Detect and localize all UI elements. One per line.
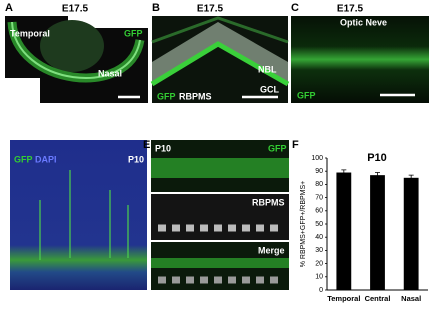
gfp-layer [151,158,289,178]
error-bar [408,174,414,181]
y-tick-label: 40 [315,234,323,241]
panel-title: E17.5 [337,4,364,15]
panel-letter: C [291,2,299,14]
y-axis-label: % RBPMS+GFP+/RBPMS+ [300,181,307,268]
label: Merge [258,245,285,255]
gfp-layer [151,16,289,44]
label: Optic Neve [340,17,387,27]
label: GCL [260,84,280,94]
panel-title: E17.5 [62,4,89,15]
label: Nasal [98,68,122,78]
gfp-layer [151,258,289,268]
label: GFP [14,154,33,164]
bar [403,177,419,290]
label: RBPMS [252,197,285,207]
error-bar [375,172,380,178]
retina-edge [11,21,141,79]
y-tick-label: 60 [315,208,323,215]
panel-letter: F [292,139,299,151]
panel-c: C E17.5 Optic Neve GFP [291,2,429,103]
y-tick-label: 20 [315,260,323,267]
label: GFP [124,28,143,38]
panel-f: F P10 % RBPMS+GFP+/RBPMS+ 0 10 20 30 40 50 60 7… [292,139,428,303]
y-tick-label: 70 [315,194,323,201]
label: RBPMS [179,91,212,101]
rbpms-band [152,22,288,82]
x-tick-label: Temporal [327,294,360,303]
bar [336,172,352,290]
label: GFP [297,90,316,100]
micrograph-rbpms [151,194,289,240]
panel-d: D GFP DAPI P10 [10,139,147,290]
panel-letter: A [5,2,13,14]
y-tick-label: 80 [315,181,323,188]
label: NBL [258,64,277,74]
y-tick-label: 10 [315,274,323,281]
axons [39,170,129,260]
bar [370,175,385,290]
label: Temporal [10,28,50,38]
y-tick-label: 90 [315,168,323,175]
error-bar [341,169,347,176]
label: DAPI [35,154,57,164]
panel-letter: B [152,2,160,14]
panel-e: E P10 GFP RBPMS Merge [143,139,289,290]
y-tick-label: 30 [315,247,323,254]
label: P10 [155,143,171,153]
x-tick-label: Nasal [401,294,421,303]
label: GFP [157,91,176,101]
panel-title: E17.5 [197,4,224,15]
y-tick-label: 0 [319,287,323,294]
y-tick-label: 50 [315,221,323,228]
label: GFP [268,143,287,153]
panel-a: A E17.5 Temporal GFP Nasal [5,2,148,103]
y-tick-label: 100 [311,155,323,162]
x-tick-label: Central [365,294,391,303]
micrograph [291,16,429,103]
chart-title: P10 [367,152,387,164]
panel-letter: E [143,139,150,151]
panel-b: B E17.5 NBL GCL GFP RBPMS [150,2,290,103]
lens-region [40,20,104,72]
gfp-layer [150,41,290,87]
label: P10 [128,154,144,164]
micrograph [10,140,147,290]
